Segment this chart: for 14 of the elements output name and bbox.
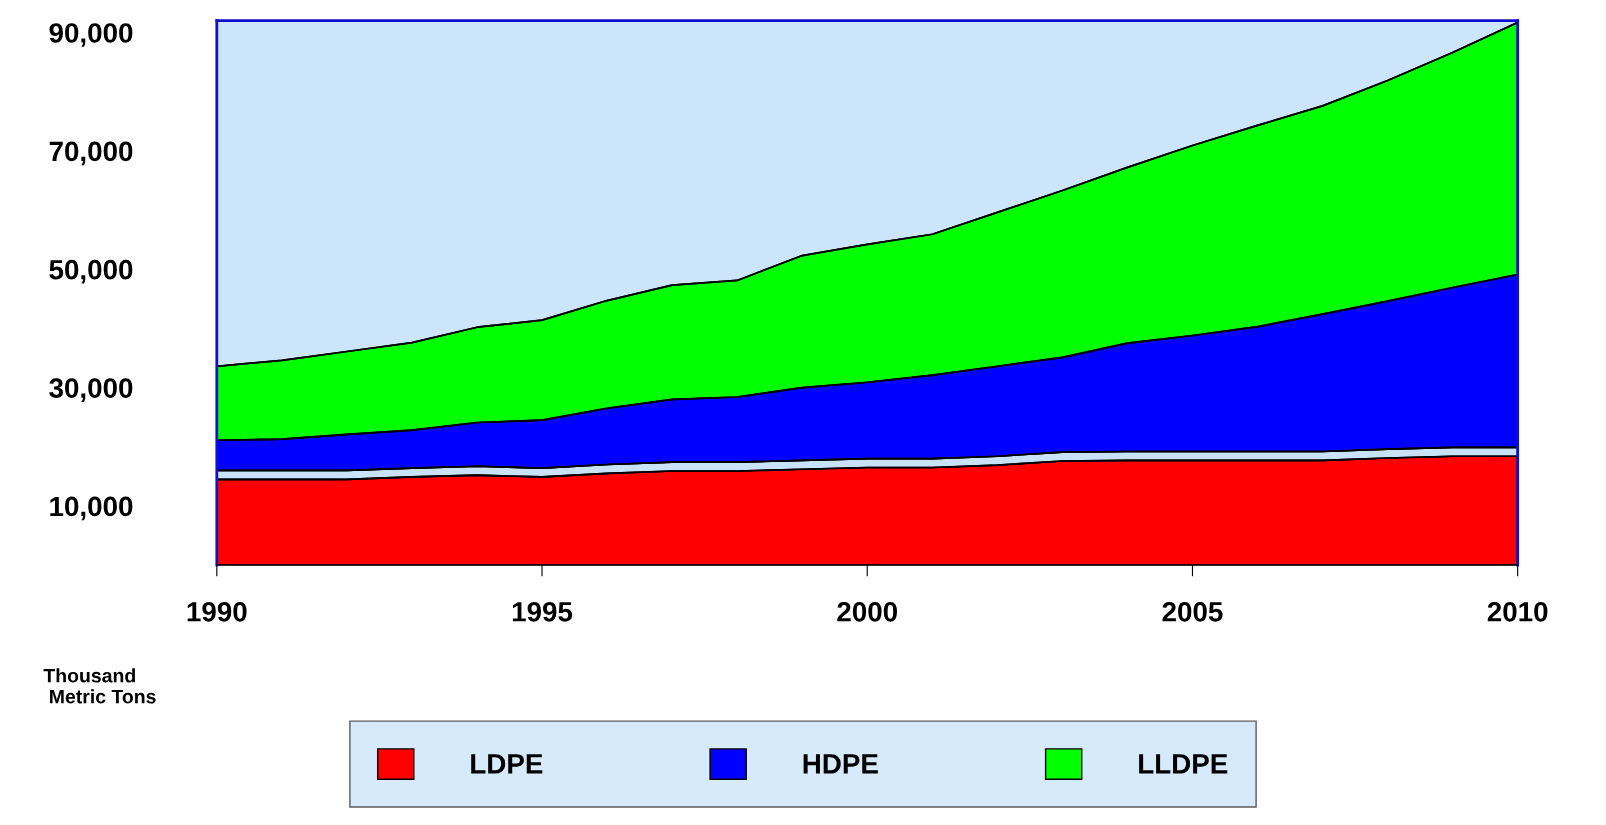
legend-label: LLDPE [1139, 754, 1228, 774]
y-tick-label: 70,000 [49, 141, 133, 166]
x-tick-label: 2010 [1487, 601, 1548, 622]
y-tick-label: 50,000 [49, 259, 133, 284]
y-tick-label: 10,000 [50, 496, 133, 521]
x-tick-label: 2005 [1162, 601, 1223, 622]
text: Thousand Metric Tons [43, 668, 156, 704]
x-tick-label: 1990 [187, 601, 247, 622]
legend-label: LDPE [471, 754, 543, 774]
x-tick-label: 2000 [837, 601, 897, 622]
y-tick-label: 30,000 [49, 378, 133, 402]
legend-label: HDPE [803, 754, 878, 774]
y-tick-label: 90,000 [49, 23, 133, 47]
x-tick-label: 1995 [512, 601, 573, 622]
